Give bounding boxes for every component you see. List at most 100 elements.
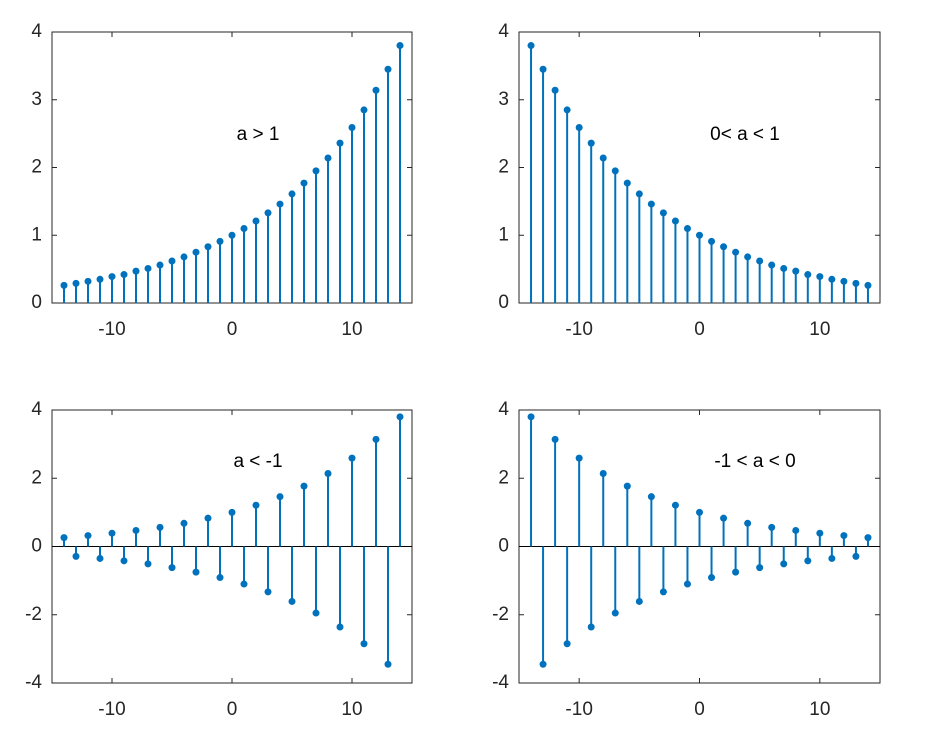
- x-tick-label: 0: [694, 319, 705, 340]
- stem-marker: [527, 42, 535, 50]
- stem-marker: [708, 574, 716, 582]
- stem-marker: [744, 519, 752, 527]
- stem-marker: [708, 237, 716, 245]
- stem-marker: [264, 209, 272, 217]
- stem-marker: [228, 508, 236, 516]
- stem-marker: [276, 200, 284, 208]
- stem-marker: [216, 574, 224, 582]
- y-tick-label: 3: [31, 89, 42, 110]
- stem-marker: [156, 261, 164, 269]
- stem-marker: [144, 264, 152, 272]
- stem-marker: [720, 243, 728, 251]
- stem-marker: [696, 508, 703, 516]
- stem-marker: [336, 139, 344, 147]
- stem-marker: [384, 660, 392, 668]
- stem-marker: [72, 552, 80, 560]
- x-tick-label: 0: [694, 699, 705, 720]
- stem-marker: [396, 413, 404, 421]
- stem-marker: [756, 564, 764, 572]
- stem-marker: [276, 493, 284, 501]
- stem-marker: [168, 564, 176, 572]
- stem-marker: [312, 609, 320, 617]
- stem-marker: [828, 554, 836, 562]
- stem-marker: [756, 257, 764, 265]
- stem-marker: [828, 275, 836, 283]
- x-tick-label: 10: [341, 699, 362, 720]
- y-tick-label: 2: [498, 467, 509, 488]
- stem-marker: [324, 154, 332, 162]
- stem-marker: [611, 167, 619, 175]
- stem-marker: [120, 271, 128, 279]
- stem-marker: [840, 532, 848, 540]
- stem-marker: [659, 588, 667, 596]
- stem-marker: [539, 65, 547, 73]
- stem-marker: [599, 469, 607, 477]
- stem-marker: [72, 279, 80, 287]
- stem-marker: [696, 231, 703, 239]
- stem-marker: [132, 526, 140, 534]
- stem-marker: [768, 261, 776, 269]
- stem-marker: [864, 534, 872, 542]
- y-tick-label: 0: [31, 292, 42, 313]
- stem-marker: [575, 454, 583, 462]
- stem-marker: [180, 253, 188, 261]
- stem-marker: [563, 106, 571, 114]
- stem-marker: [372, 86, 380, 94]
- stem-marker: [324, 469, 332, 477]
- stem-marker: [180, 519, 188, 527]
- stem-marker: [587, 139, 595, 147]
- stem-marker: [683, 580, 691, 588]
- y-tick-label: 2: [31, 157, 42, 178]
- y-tick-label: 3: [498, 89, 509, 110]
- stem-marker: [204, 514, 212, 522]
- stem-marker: [623, 179, 631, 187]
- stem-marker: [852, 552, 860, 560]
- stem-marker: [384, 65, 392, 73]
- x-tick-label: -10: [98, 319, 125, 340]
- stem-marker: [768, 523, 776, 531]
- stem-marker: [312, 167, 320, 175]
- stem-marker: [252, 217, 260, 225]
- x-tick-label: -10: [98, 699, 125, 720]
- stem-marker: [840, 277, 848, 285]
- y-tick-label: -2: [25, 604, 42, 625]
- stem-marker: [792, 267, 800, 275]
- x-tick-label: 10: [809, 319, 830, 340]
- stem-marker: [780, 560, 788, 568]
- y-tick-label: 4: [31, 21, 42, 42]
- stem-marker: [204, 243, 212, 251]
- stem-marker: [372, 435, 380, 443]
- stem-marker: [60, 281, 68, 289]
- annotation: a > 1: [237, 124, 280, 145]
- stem-marker: [108, 273, 116, 281]
- stem-marker: [804, 271, 812, 279]
- stem-marker: [108, 529, 116, 537]
- x-tick-label: -10: [565, 699, 592, 720]
- y-tick-label: -2: [492, 604, 509, 625]
- stem-marker: [732, 568, 740, 576]
- stem-marker: [156, 523, 164, 531]
- stem-marker: [192, 248, 200, 256]
- y-tick-label: 4: [31, 399, 42, 420]
- y-tick-label: 2: [498, 157, 509, 178]
- y-tick-label: 2: [31, 467, 42, 488]
- y-tick-label: -4: [25, 672, 42, 693]
- stem-marker: [732, 248, 740, 256]
- stem-marker: [264, 588, 272, 596]
- stem-marker: [96, 275, 104, 283]
- stem-marker: [84, 532, 92, 540]
- stem-marker: [659, 209, 667, 217]
- stem-marker: [300, 179, 308, 187]
- stem-marker: [635, 597, 643, 605]
- stem-marker: [611, 609, 619, 617]
- stem-marker: [635, 190, 643, 198]
- stem-marker: [144, 560, 152, 568]
- stem-marker: [683, 224, 691, 232]
- stem-marker: [300, 482, 308, 490]
- stem-marker: [336, 623, 344, 631]
- y-tick-label: 0: [498, 536, 509, 557]
- annotation: a < -1: [233, 451, 282, 472]
- y-tick-label: 0: [498, 292, 509, 313]
- x-tick-label: 0: [227, 699, 238, 720]
